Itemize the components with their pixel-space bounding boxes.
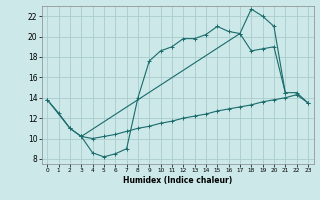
X-axis label: Humidex (Indice chaleur): Humidex (Indice chaleur) [123,176,232,185]
